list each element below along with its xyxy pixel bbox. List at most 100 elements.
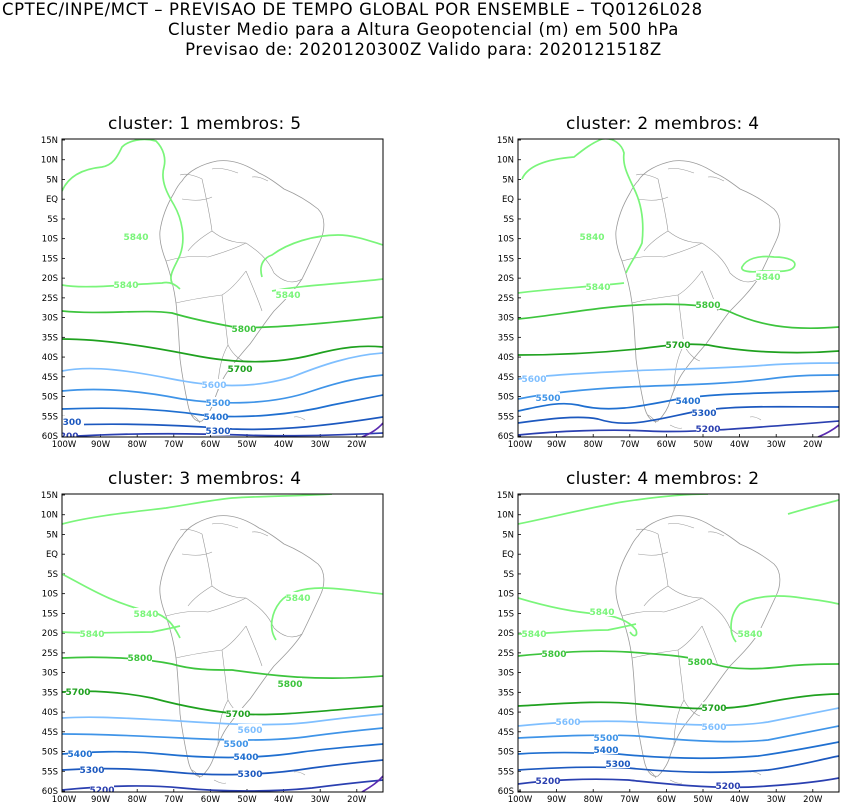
country-border — [245, 597, 303, 638]
lat-tick-label: 35S — [498, 333, 514, 343]
country-border — [701, 625, 719, 667]
country-border — [701, 242, 759, 283]
lat-tick-label: 10S — [498, 235, 514, 245]
lat-tick-label: 40S — [498, 708, 514, 718]
contour-label: 5840 — [579, 233, 604, 243]
lat-tick-label: 10N — [41, 156, 58, 166]
contour-label: 5500 — [205, 399, 230, 409]
country-border — [213, 779, 227, 784]
lat-tick-label: 50S — [42, 393, 58, 403]
isoline — [521, 139, 644, 274]
lat-tick-label: EQ — [502, 550, 514, 560]
lon-tick-label: 40W — [274, 440, 294, 450]
lat-tick-label: 60S — [498, 432, 514, 442]
lat-tick-label: 5S — [503, 215, 514, 225]
isoline — [518, 282, 625, 294]
contour-label: 5400 — [675, 397, 700, 407]
country-border — [667, 168, 695, 174]
contour-label: 5300 — [237, 770, 262, 780]
contour-label: 5600 — [555, 718, 580, 728]
contour-label: 5700 — [65, 688, 90, 698]
country-border — [667, 523, 695, 529]
lat-tick-label: EQ — [46, 195, 58, 205]
lat-tick-label: 10N — [41, 511, 58, 521]
lon-tick-label: 90W — [547, 795, 567, 803]
contour-label: 5500 — [535, 394, 560, 404]
contour-label: 5800 — [695, 301, 720, 311]
contour-label: 5800 — [231, 325, 256, 335]
map-frame: 15N 10N 5N EQ 5S 10S 15S 20S 25S 30S 35S 40S 45S 50S 5… — [497, 136, 840, 450]
contour-label: 5840 — [755, 273, 780, 283]
country-border — [635, 528, 659, 535]
isoline — [361, 775, 383, 792]
isoline — [817, 424, 839, 437]
lon-tick-label: 50W — [693, 795, 713, 803]
lat-tick-label: 25S — [42, 294, 58, 304]
isoline — [518, 693, 839, 710]
lat-tick-label: 55S — [42, 412, 58, 422]
lat-tick-label: 30S — [42, 314, 58, 324]
isoline — [361, 422, 383, 437]
country-border — [251, 531, 269, 537]
lat-tick-label: 45S — [498, 728, 514, 738]
lat-tick-label: 40S — [42, 353, 58, 363]
contour-label: 5200 — [715, 782, 740, 792]
country-border — [181, 551, 213, 556]
isoline — [518, 725, 839, 743]
country-border — [673, 699, 685, 747]
lon-tick-label: 30W — [767, 440, 787, 450]
country-border — [643, 585, 669, 607]
lon-tick-label: 100W — [52, 440, 77, 450]
lat-tick-label: 10S — [42, 590, 58, 600]
lat-tick-label: 55S — [498, 767, 514, 777]
lat-tick-label: 20S — [498, 274, 514, 284]
isoline — [518, 405, 839, 425]
contour-label: 5800 — [541, 650, 566, 660]
lat-tick-label: 35S — [498, 688, 514, 698]
lat-tick-label: 35S — [42, 333, 58, 343]
lon-tick-label: 60W — [201, 795, 221, 803]
country-border — [187, 585, 213, 607]
contour-label: 5840 — [589, 608, 614, 618]
contour-label: 5300 — [205, 427, 230, 437]
lon-tick-label: 100W — [52, 795, 77, 803]
lat-tick-label: 40S — [498, 353, 514, 363]
country-border — [293, 416, 306, 421]
lat-tick-label: 20S — [498, 629, 514, 639]
isoline — [518, 303, 839, 330]
contour-label: 5600 — [201, 381, 226, 391]
isoline — [518, 597, 638, 637]
lat-tick-label: 15N — [41, 136, 58, 146]
contour-label: 5840 — [585, 283, 610, 293]
country-border — [637, 551, 669, 556]
country-border — [643, 230, 669, 252]
lat-tick-label: 35S — [42, 688, 58, 698]
country-border — [621, 597, 703, 617]
country-border — [669, 779, 683, 784]
lon-tick-label: 70W — [620, 795, 640, 803]
panel-title: cluster: 1 membros: 5 — [108, 114, 302, 134]
contour-label: 5600 — [521, 375, 546, 385]
contour-label: 5700 — [665, 341, 690, 351]
contour-label: 5200 — [535, 777, 560, 787]
country-border — [165, 597, 247, 617]
isoline — [62, 281, 181, 290]
lon-tick-label: 100W — [508, 795, 533, 803]
country-border — [647, 769, 657, 779]
lon-tick-label: 20W — [347, 440, 367, 450]
contour-label: 5840 — [285, 594, 310, 604]
lon-tick-label: 30W — [767, 795, 787, 803]
contour-label: 5400 — [203, 413, 228, 423]
country-border — [749, 416, 762, 421]
country-border — [179, 528, 203, 535]
isoline — [518, 494, 709, 525]
lat-tick-label: 60S — [42, 432, 58, 442]
contour-label: 300 — [63, 418, 82, 428]
lon-tick-label: 20W — [803, 440, 823, 450]
contour-label: 5400 — [67, 750, 92, 760]
lat-tick-label: 10S — [42, 235, 58, 245]
lat-tick-label: 55S — [42, 767, 58, 777]
lon-tick-label: 30W — [311, 795, 331, 803]
contour-label: 5840 — [79, 630, 104, 640]
